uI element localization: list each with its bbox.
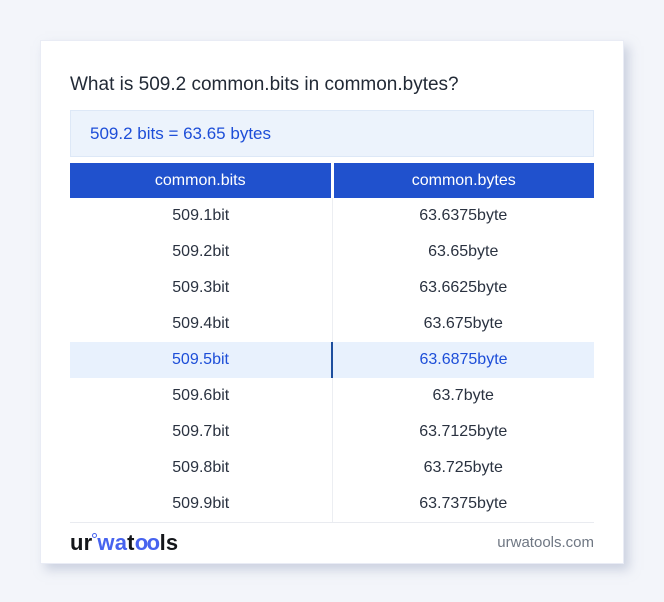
column-header-bytes: common.bytes <box>333 163 594 198</box>
table-row[interactable]: 509.4bit 63.675byte <box>70 306 594 342</box>
bits-cell[interactable]: 509.2bit <box>70 234 333 270</box>
logo-part-ls: ls <box>159 529 179 555</box>
bits-cell[interactable]: 509.1bit <box>70 198 333 234</box>
logo-part-wa: wa <box>97 529 128 555</box>
conversion-result-text: 509.2 bits = 63.65 bytes <box>90 124 271 143</box>
site-domain-text: urwatools.com <box>497 534 594 551</box>
bytes-cell[interactable]: 63.65byte <box>428 243 499 260</box>
bits-cell[interactable]: 509.8bit <box>70 450 333 486</box>
logo-part-ur: ur <box>70 529 93 555</box>
bytes-cell[interactable]: 63.7375byte <box>419 495 508 512</box>
bits-cell[interactable]: 509.6bit <box>70 378 333 414</box>
table-row[interactable]: 509.2bit 63.65byte <box>70 234 594 270</box>
table-row[interactable]: 509.3bit 63.6625byte <box>70 270 594 306</box>
table-body: 509.1bit 63.6375byte 509.2bit 63.65byte 509.… <box>70 198 594 523</box>
bits-cell[interactable]: 509.7bit <box>70 414 333 450</box>
logo-part-t: t <box>127 529 135 555</box>
bits-cell[interactable]: 509.3bit <box>70 270 333 306</box>
table-row[interactable]: 509.5bit 63.6875byte <box>70 342 594 378</box>
table-row[interactable]: 509.7bit 63.7125byte <box>70 414 594 450</box>
page-title: What is 509.2 common.bits in common.byte… <box>70 74 459 95</box>
column-header-bits: common.bits <box>70 163 331 198</box>
bits-cell[interactable]: 509.9bit <box>70 486 333 522</box>
bits-cell[interactable]: 509.5bit <box>70 342 333 378</box>
bytes-cell[interactable]: 63.6875byte <box>419 351 508 368</box>
bytes-cell[interactable]: 63.6375byte <box>419 207 508 224</box>
bits-cell[interactable]: 509.4bit <box>70 306 333 342</box>
table-row[interactable]: 509.1bit 63.6375byte <box>70 198 594 234</box>
urwatools-logo[interactable]: ur watools <box>70 529 179 555</box>
table-header-row: common.bits common.bytes <box>70 163 594 198</box>
table-row[interactable]: 509.6bit 63.7byte <box>70 378 594 414</box>
bytes-cell[interactable]: 63.7byte <box>432 387 494 404</box>
bytes-cell[interactable]: 63.7125byte <box>419 423 508 440</box>
card-footer: ur watools urwatools.com <box>70 522 594 563</box>
bytes-cell[interactable]: 63.6625byte <box>419 279 508 296</box>
ring-icon <box>92 532 98 538</box>
bytes-cell[interactable]: 63.675byte <box>423 315 503 332</box>
table-row[interactable]: 509.9bit 63.7375byte <box>70 486 594 522</box>
conversion-result-box: 509.2 bits = 63.65 bytes <box>70 110 594 157</box>
glasses-oo-icon: oo <box>134 529 160 555</box>
bytes-cell[interactable]: 63.725byte <box>423 459 503 476</box>
conversion-table: common.bits common.bytes 509.1bit 63.6375… <box>70 163 594 523</box>
table-row[interactable]: 509.8bit 63.725byte <box>70 450 594 486</box>
converter-card: What is 509.2 common.bits in common.byte… <box>40 40 624 564</box>
